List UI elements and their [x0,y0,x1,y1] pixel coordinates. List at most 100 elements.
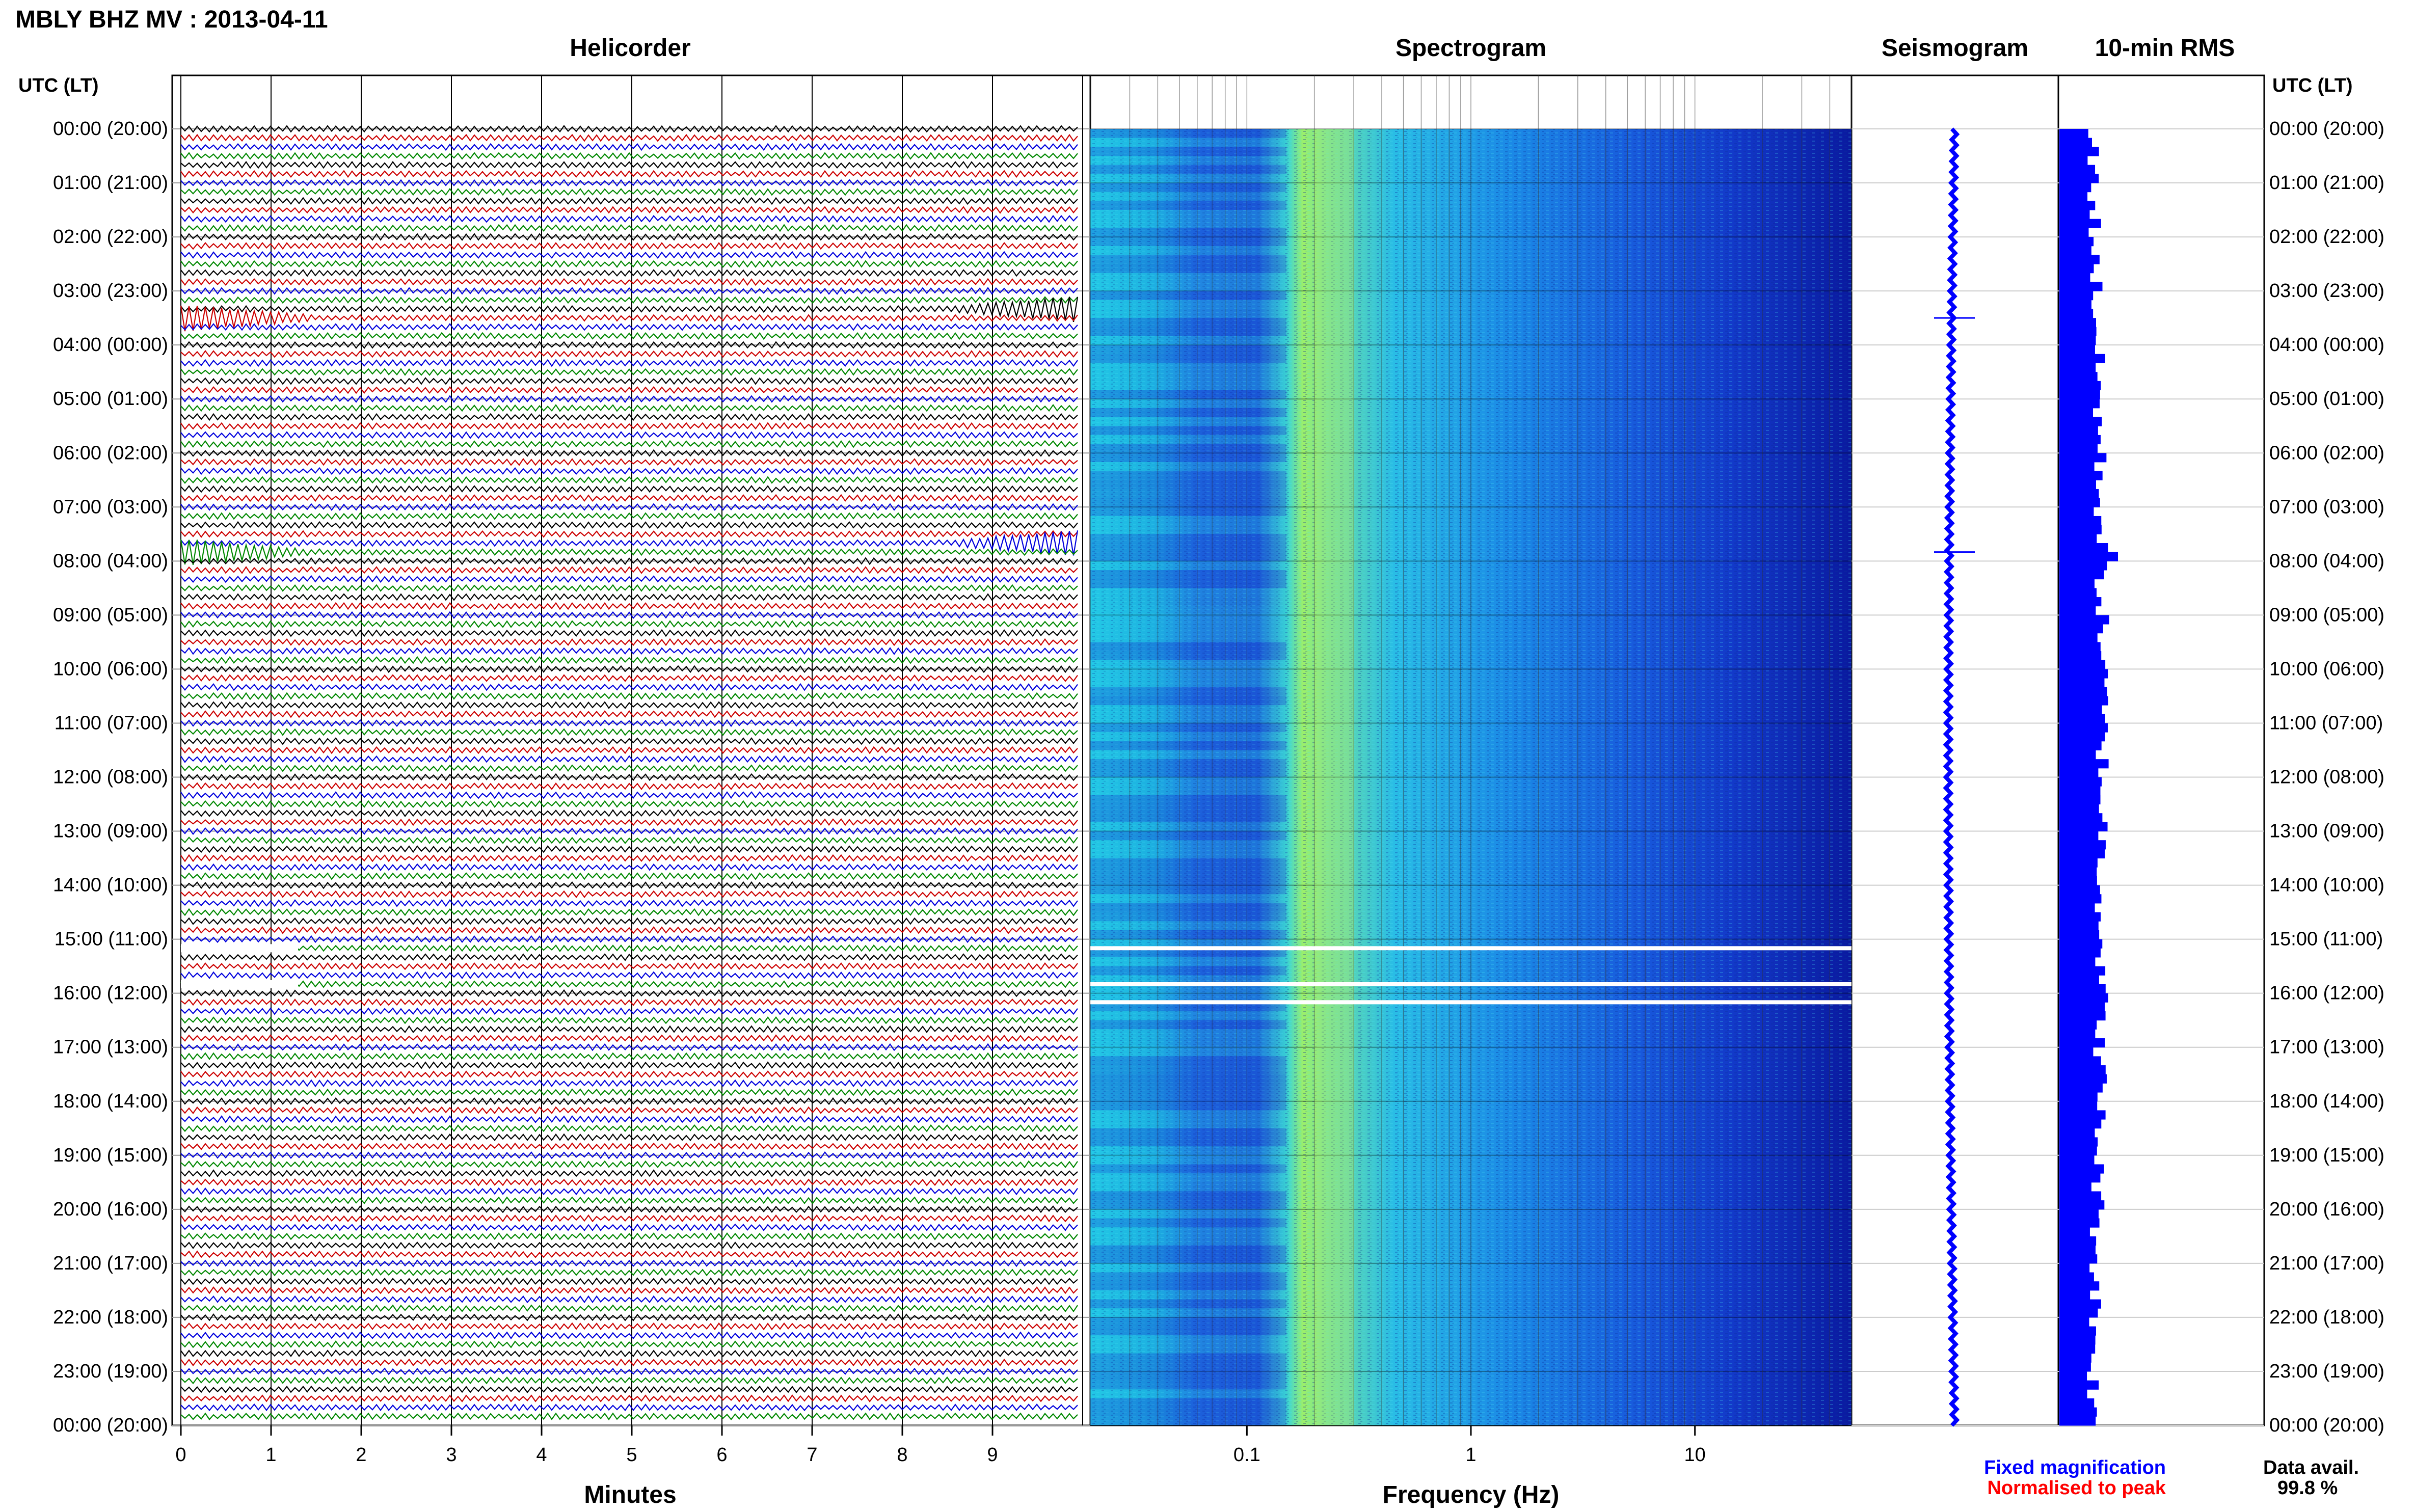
rms-bar [2059,318,2097,328]
spectrogram-row [1090,813,1286,822]
time-label-left: 08:00 (04:00) [53,550,168,572]
rms-title: 10-min RMS [2095,35,2235,62]
spectrogram-row [1090,840,1286,849]
helicorder-trace-row [180,467,1078,475]
rms-bar [2059,939,2103,949]
rms-bar [2059,993,2108,1003]
spectrogram-row [1090,1263,1286,1273]
time-label-left: 09:00 (05:00) [53,604,168,626]
helicorder-trace-row [180,305,1078,332]
spectrogram-row [1090,480,1286,489]
spectrogram-row [1090,1236,1286,1246]
spectrogram-row [1090,1290,1286,1300]
rms-bar [2059,390,2100,399]
time-label-right: 18:00 (14:00) [2269,1091,2384,1112]
rms-bar [2059,219,2101,228]
helicorder-trace-row [180,701,1078,709]
rms-bar [2059,903,2095,913]
spectrogram-row [1090,444,1286,453]
spectrogram-row [1090,354,1286,363]
rms-bar [2059,1083,2103,1093]
seismogram-line [1943,127,1960,1427]
helicorder-trace-row [180,575,1078,583]
spectrogram-row [1090,1398,1286,1408]
spectrogram-row [1090,543,1286,552]
helicorder-trace-row [180,827,1078,835]
helicorder-trace-row [180,746,1078,754]
spectrogram-row [1090,1389,1286,1398]
spectrogram-row [1090,1011,1286,1020]
spectrogram-row [1090,795,1286,804]
minute-tick-label: 8 [897,1444,907,1466]
spectrogram-row [1090,1272,1286,1282]
helicorder-trace-row [180,1160,1078,1169]
helicorder-trace-row [180,791,1078,799]
helicorder-trace-row [180,872,1078,880]
spectrogram-row [1090,624,1286,633]
rms-bar [2059,1128,2095,1138]
data-avail-label: Data avail. [2263,1457,2359,1478]
helicorder-trace-row [180,449,1078,457]
spectrogram-row [1090,660,1286,669]
helicorder-trace-row [180,1196,1078,1204]
helicorder-trace-row [180,133,1078,142]
helicorder-trace-row [180,1133,1078,1142]
legend-fixed: Fixed magnification [1984,1457,2166,1478]
spectrogram-row [1090,705,1286,714]
helicorder-trace-row [180,206,1078,214]
time-label-left: 20:00 (16:00) [53,1199,168,1220]
minute-tick-label: 3 [446,1444,457,1466]
helicorder-trace-row [180,737,1078,745]
rms-bar [2059,804,2099,814]
rms-bar [2059,588,2097,598]
rms-bar [2059,849,2105,859]
time-label-right: 05:00 (01:00) [2269,388,2384,410]
time-label-left: 05:00 (01:00) [53,388,168,410]
spectrogram-gap [1090,982,1852,986]
helicorder-trace-row [180,764,1078,772]
rms-bar [2059,1047,2094,1057]
helicorder-trace-row [180,160,1078,169]
rms-bar [2059,660,2106,669]
helicorder-trace-row [180,295,1078,304]
time-label-right: 00:00 (20:00) [2269,118,2384,140]
helicorder-trace-row [180,233,1078,241]
spectrogram-row [1090,336,1286,345]
helicorder-trace-row [180,268,1078,277]
rms-bar [2059,741,2102,750]
spectrogram-row [1090,1056,1286,1066]
time-label-left: 10:00 (06:00) [53,658,168,680]
helicorder-trace-row [180,782,1078,790]
rms-bar [2059,948,2101,958]
helicorder-trace-row [180,683,1078,691]
spectrogram-row [1090,264,1286,273]
rms-bar [2059,1011,2106,1021]
spectrogram-row [1090,606,1286,615]
helicorder-trace-row [180,1232,1078,1240]
spectrogram-row [1090,345,1286,354]
spectrogram-row [1090,1092,1286,1101]
rms-bar [2059,489,2099,499]
rms-bar [2059,1290,2090,1300]
rms-bar [2059,975,2099,985]
helicorder-trace-row [180,1376,1078,1385]
spectrogram-row [1090,1083,1286,1093]
helicorder-trace-row [180,1250,1078,1259]
time-label-right: 17:00 (13:00) [2269,1037,2384,1058]
rms-bar [2059,516,2102,526]
spectrogram-row [1090,1416,1286,1425]
rms-bar [2059,570,2104,580]
rms-bar [2059,723,2108,733]
time-label-left: 07:00 (03:00) [53,496,168,518]
spectrogram-row [1090,741,1286,750]
time-label-right: 01:00 (21:00) [2269,172,2384,194]
rms-bar [2059,624,2103,634]
spectrogram-peak-band [1314,129,1354,1425]
spectrogram-row [1090,1074,1286,1084]
spectrogram-row [1090,750,1286,760]
rms-bar [2059,768,2099,777]
spectrogram-row [1090,1038,1286,1047]
spectrogram-row [1090,1029,1286,1039]
rms-bar [2059,705,2102,715]
helicorder-trace-row [180,214,1078,223]
